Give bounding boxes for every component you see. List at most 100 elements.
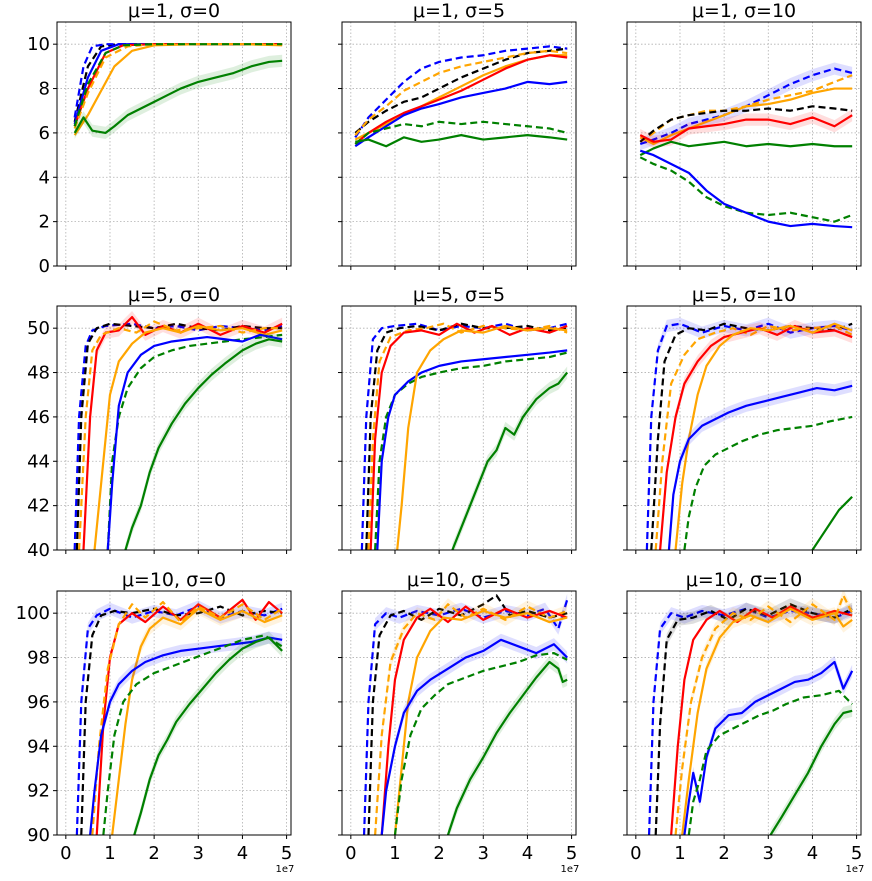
y-tick-label: 42 [27,496,50,517]
y-tick-label: 94 [27,736,50,757]
y-tick-label: 2 [39,212,50,233]
series-black-dashed-line [367,594,568,835]
x-tick-label: 3 [478,843,489,864]
series-green-solid-band [74,54,283,140]
series-red-solid-line [82,315,283,550]
subplot-title: μ=10, σ=10 [686,569,802,591]
y-tick-label: 90 [27,825,50,846]
y-tick-label: 92 [27,781,50,802]
subplot-title: μ=1, σ=5 [413,0,505,22]
series-green-solid-line [133,636,283,835]
x-tick-label: 2 [148,843,159,864]
series-green-solid-line [355,134,568,148]
series-orange-dashed-band [675,591,853,835]
subplot-title: μ=1, σ=10 [692,0,796,22]
series-blue-solid-line [106,333,283,550]
x-tick-label: 1 [389,843,400,864]
subplot-1: 0 2 4 6 8 10 μ=1, σ=0 [27,0,292,277]
subplot-title: μ=10, σ=0 [122,569,226,591]
x-tick-label: 2 [718,843,729,864]
series-blue-solid-band [90,631,283,835]
series-green-solid-line [124,338,283,550]
series-blue-solid-line [89,636,283,835]
series-green-solid-line [639,140,853,157]
series-green-dashed-line [102,634,283,835]
y-tick-label: 98 [27,648,50,669]
series-green-solid-band [447,655,568,835]
subplot-title: μ=5, σ=0 [128,284,220,306]
axes-frame [341,590,577,836]
axes-frame [56,305,292,551]
series-orange-dashed-line [674,594,854,835]
x-tick-label: 4 [522,843,533,864]
axes-frame [56,21,292,267]
series-blue-solid-band [684,655,853,835]
plot-area [73,310,283,550]
series-blue-dashed-line [73,322,283,550]
y-tick-label: 6 [39,123,50,144]
subplot-title: μ=10, σ=5 [407,569,511,591]
x-axis-exponent: 1e7 [561,864,580,875]
series-black-dashed-line [654,603,853,835]
plot-area [73,43,283,140]
series-green-dashed-line [393,652,568,835]
series-green-solid-line [73,59,283,135]
x-axis-exponent: 1e7 [846,864,865,875]
plot-area [354,45,568,148]
plot-area [362,593,569,835]
x-tick-label: 0 [345,843,356,864]
series-blue-solid-line [639,149,853,229]
series-blue-solid-line [376,349,568,550]
series-red-solid-line [639,114,853,143]
series-orange-solid-line [396,324,568,550]
series-blue-solid-band [668,379,853,550]
series-orange-solid-band [682,602,853,835]
x-tick-label: 5 [566,843,577,864]
subplot-2: μ=1, σ=5 [338,0,577,270]
x-tick-label: 5 [851,843,862,864]
axes-frame [341,305,577,551]
series-red-solid-line [670,605,853,835]
series-orange-dashed-line [654,324,853,550]
axes-frame [626,590,862,836]
series-black-dashed-line [75,322,283,550]
x-tick-label: 3 [763,843,774,864]
series-blue-solid-line [667,384,853,550]
plot-area [645,317,853,550]
series-blue-dashed-line [647,607,853,835]
series-green-dashed-line [354,120,568,145]
series-orange-solid-line [93,324,283,550]
series-green-solid-band [770,704,853,835]
series-blue-solid-band [381,633,568,835]
plot-area [647,591,854,835]
y-tick-label: 0 [39,256,50,277]
y-tick-label: 100 [16,603,50,624]
y-tick-label: 4 [39,167,50,188]
series-orange-dashed-line [77,320,283,550]
x-tick-label: 0 [630,843,641,864]
plot-area [75,598,283,835]
series-orange-dashed-line [374,603,568,835]
subplot-title: μ=5, σ=10 [692,284,796,306]
axes-frame [56,590,292,836]
x-tick-label: 0 [60,843,71,864]
series-green-dashed-line [374,351,568,550]
plot-area [639,62,853,229]
series-black-dashed-line [354,47,568,134]
series-blue-solid-line [380,638,568,835]
series-blue-dashed-line [362,599,569,835]
series-orange-dashed-line [91,600,283,835]
subplot-4: 40 42 44 46 48 50 μ=5, σ=0 [27,284,292,561]
y-tick-label: 10 [27,34,50,55]
x-axis-exponent: 1e7 [276,864,295,875]
series-green-solid-line [446,660,568,835]
series-red-solid-line [380,605,568,835]
series-black-dashed-line [639,105,853,143]
y-tick-label: 40 [27,540,50,561]
series-blue-solid-line [354,80,568,148]
series-blue-solid-line [683,660,854,835]
series-orange-solid-line [393,609,568,835]
plot-area [360,322,569,550]
